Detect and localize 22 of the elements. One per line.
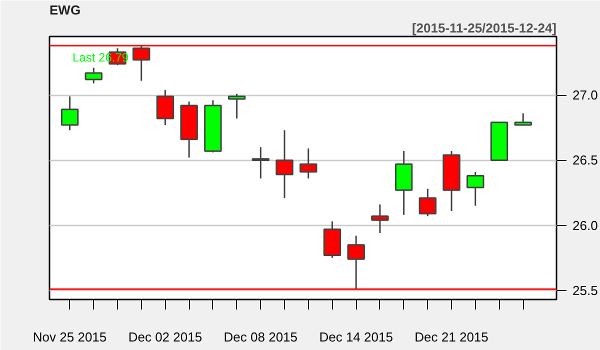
candlestick [228,93,246,120]
candlestick [371,204,389,234]
y-tick-label: 25.5 [572,282,598,298]
candlestick [514,112,532,126]
chart-subtitle: [2015-11-25/2015-12-24] [412,20,557,36]
y-tick-label: 26.5 [572,152,598,168]
candlestick [300,148,318,180]
y-tick-label: 26.0 [572,218,598,233]
candlestick [156,89,174,126]
candlestick [276,129,294,199]
candlestick [60,96,79,131]
candlestick [466,171,484,207]
x-tick-label: Dec 08 2015 [224,330,298,344]
x-tick-label: Dec 21 2015 [414,330,488,344]
x-tick-label: Dec 02 2015 [128,330,202,344]
candlestick [84,67,102,84]
y-tick-label: 27.0 [572,88,598,103]
candlestick [252,146,270,180]
x-tick-label: Nov 25 2015 [32,330,107,344]
candlestick [418,188,437,217]
x-tick-label: Dec 14 2015 [319,330,393,344]
chart-title: EWG [50,2,81,18]
